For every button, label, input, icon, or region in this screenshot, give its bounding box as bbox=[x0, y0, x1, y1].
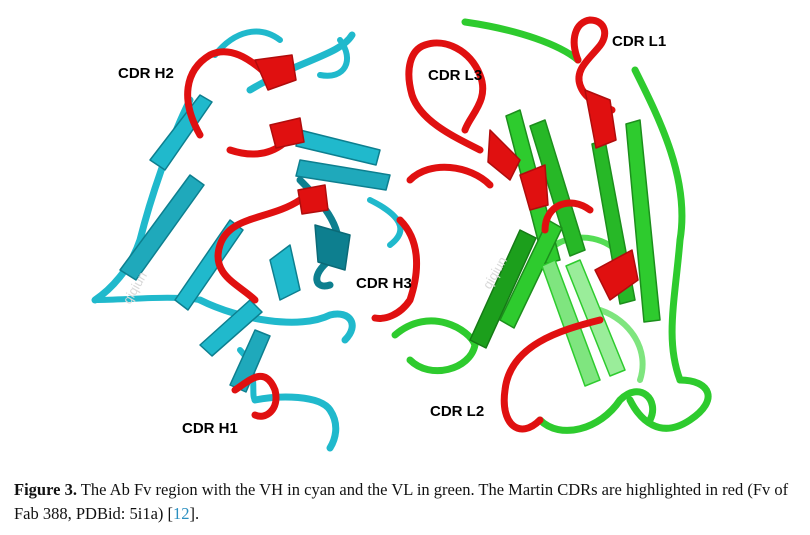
reference-link[interactable]: 12 bbox=[173, 504, 190, 523]
figure-number: Figure 3. bbox=[14, 480, 77, 499]
protein-structure-figure: qiqiun qiqiun CDR H2 CDR L3 CDR L1 CDR H… bbox=[91, 16, 712, 452]
label-cdr-l1: CDR L1 bbox=[612, 33, 666, 50]
figure-caption: Figure 3. The Ab Fv region with the VH i… bbox=[14, 478, 799, 526]
cdr-loops bbox=[184, 16, 639, 433]
cdr-h1-loop bbox=[231, 372, 280, 420]
label-cdr-l3: CDR L3 bbox=[428, 67, 482, 84]
cdr-h3-loop bbox=[214, 163, 494, 322]
caption-end: ]. bbox=[189, 504, 200, 523]
cdr-l2-loop bbox=[500, 199, 604, 433]
label-cdr-h3: CDR H3 bbox=[356, 275, 412, 292]
cdr-l3-loop bbox=[405, 39, 487, 154]
vh-domain bbox=[91, 28, 404, 452]
caption-text: The Ab Fv region with the VH in cyan and… bbox=[14, 480, 789, 523]
label-cdr-l2: CDR L2 bbox=[430, 403, 484, 420]
label-cdr-h1: CDR H1 bbox=[182, 420, 238, 437]
label-cdr-h2: CDR H2 bbox=[118, 65, 174, 82]
